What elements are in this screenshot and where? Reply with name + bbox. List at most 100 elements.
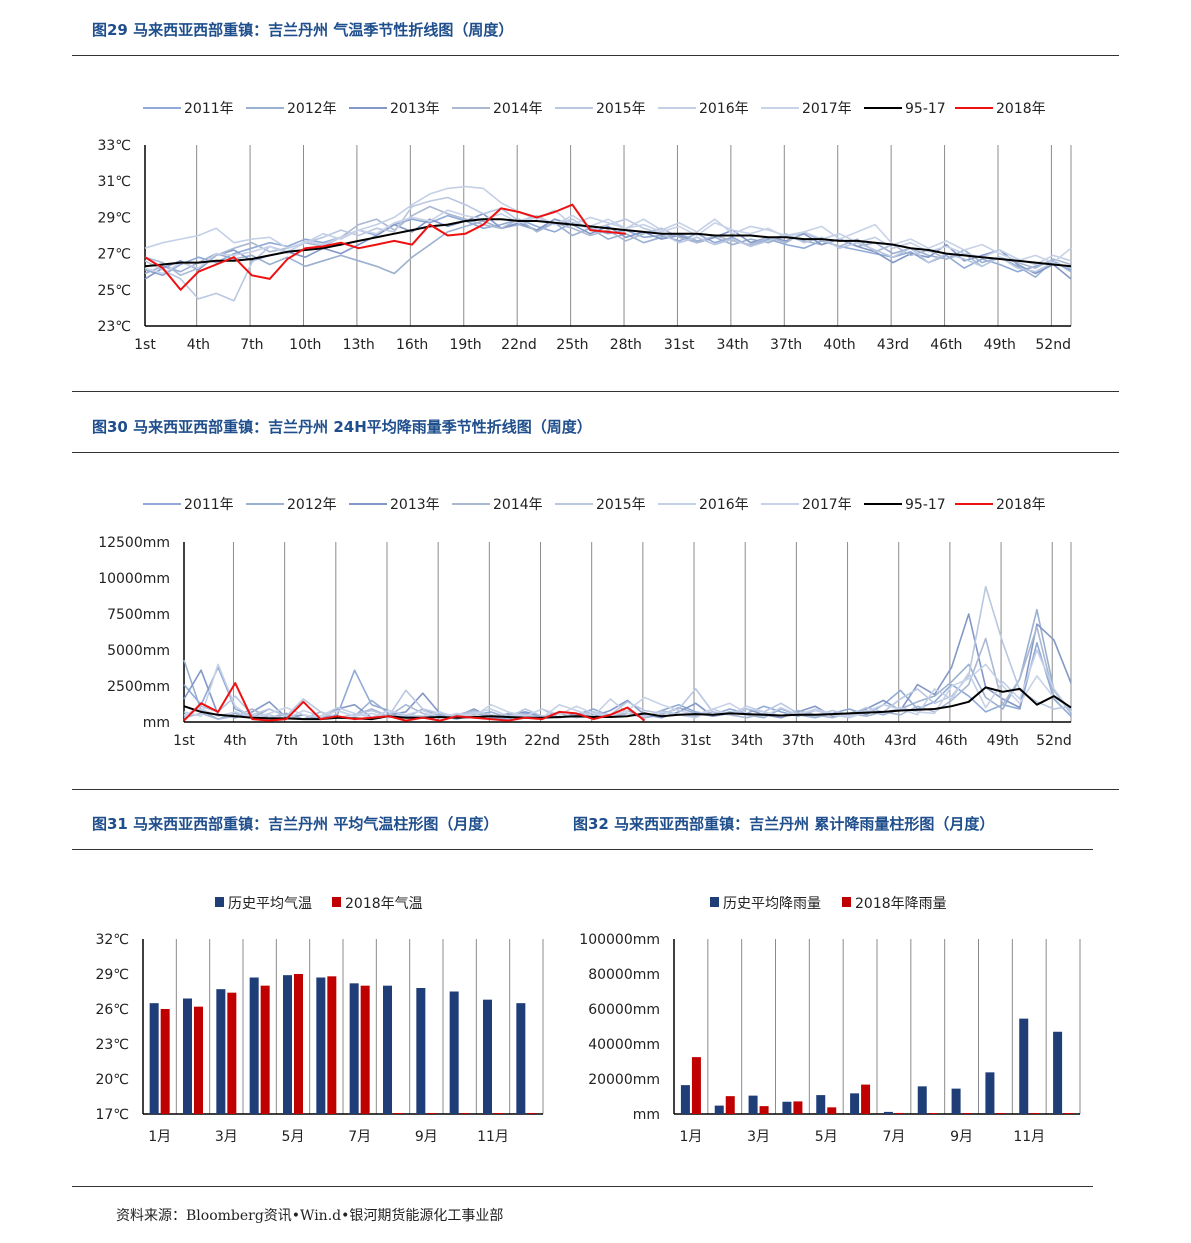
fig30-x-tick-label: 25th: [577, 733, 609, 749]
fig29-x-tick-label: 49th: [984, 337, 1016, 353]
fig29-x-tick-label: 16th: [396, 337, 428, 353]
fig30-x-tick-label: 40th: [833, 733, 865, 749]
fig29-legend-label: 2014年: [493, 101, 543, 117]
fig29-series-line: [144, 205, 1072, 277]
fig30-y-tick-label: mm: [143, 715, 170, 731]
fig31-legend-swatch: [332, 897, 341, 907]
fig30-x-tick-label: 37th: [782, 733, 814, 749]
fig29-y-tick-label: 29℃: [97, 210, 131, 226]
fig29-y-tick-label: 33℃: [97, 138, 131, 154]
fig32-bar: [861, 1084, 871, 1114]
fig31-bar: [216, 989, 226, 1114]
fig32-y-tick-label: 60000mm: [588, 1002, 660, 1018]
fig30-x-tick-label: 28th: [628, 733, 660, 749]
fig32-y-tick-label: 20000mm: [588, 1072, 660, 1088]
figure-31-title: 图31 马来西亚西部重镇：吉兰丹州 平均气温柱形图（月度）: [92, 815, 499, 833]
fig31-bar: [227, 992, 237, 1114]
fig30-y-tick-label: 5000mm: [107, 643, 170, 659]
fig30-x-tick-label: 13th: [373, 733, 405, 749]
fig32-bar: [816, 1095, 826, 1114]
fig30-series-line: [183, 682, 646, 722]
fig29-x-tick-label: 7th: [240, 337, 263, 353]
fig30-legend-label: 2012年: [287, 497, 337, 513]
fig32-x-tick-label: 5月: [815, 1129, 838, 1145]
fig30-x-tick-label: 10th: [321, 733, 353, 749]
fig29-x-tick-label: 43rd: [877, 337, 909, 353]
rule-29-bottom: [72, 391, 1119, 392]
fig32-bar: [917, 1086, 927, 1114]
fig32-legend-swatch: [710, 897, 719, 907]
fig32-bar: [714, 1105, 724, 1114]
fig31-bar: [449, 991, 459, 1114]
fig31-bar: [427, 1113, 437, 1114]
fig29-x-tick-label: 31st: [664, 337, 695, 353]
rule-30-top: [72, 452, 1119, 453]
fig29-x-tick-label: 34th: [717, 337, 749, 353]
fig32-bar: [725, 1096, 735, 1114]
figure-29-title: 图29 马来西亚西部重镇：吉兰丹州 气温季节性折线图（周度）: [92, 21, 514, 39]
fig29-legend-label: 2011年: [184, 101, 234, 117]
fig31-x-tick-label: 5月: [282, 1129, 305, 1145]
rule-29-top: [72, 55, 1119, 56]
fig31-bar: [527, 1113, 537, 1114]
fig31-chart: 17℃ 20℃ 23℃ 26℃ 29℃ 32℃ 1月 3月 5月 7月 9月 11月 历史平均气温 201…: [95, 896, 544, 1145]
fig31-bar: [294, 974, 303, 1114]
fig31-bar: [183, 998, 192, 1114]
fig29-y-tick-label: 31℃: [97, 174, 131, 190]
fig30-x-tick-label: 49th: [987, 733, 1019, 749]
fig32-bar: [985, 1072, 995, 1114]
fig32-legend-label: 2018年降雨量: [855, 896, 947, 912]
fig29-legend-label: 2012年: [287, 101, 337, 117]
fig29-x-tick-label: 13th: [343, 337, 375, 353]
fig29-legend-label: 2016年: [699, 101, 749, 117]
fig30-x-tick-label: 22nd: [524, 733, 560, 749]
fig29-y-tick-label: 27℃: [97, 247, 131, 263]
fig32-bar: [962, 1113, 972, 1114]
fig32-y-tick-label: 100000mm: [579, 932, 660, 948]
fig29-x-tick-label: 22nd: [501, 337, 537, 353]
fig29-x-tick-label: 10th: [289, 337, 321, 353]
fig31-bar: [349, 983, 359, 1114]
fig29-series-line: [144, 213, 1072, 280]
fig30-x-tick-label: 16th: [424, 733, 456, 749]
figure-32-title: 图32 马来西亚西部重镇：吉兰丹州 累计降雨量柱形图（月度）: [573, 815, 995, 833]
fig29-legend-label: 2015年: [596, 101, 646, 117]
fig32-x-tick-label: 11月: [1013, 1129, 1045, 1145]
fig30-series-line: [183, 663, 1072, 719]
fig31-bar: [383, 985, 392, 1114]
fig32-x-tick-label: 3月: [747, 1129, 770, 1145]
fig29-y-tick-label: 25℃: [97, 283, 131, 299]
fig31-bar: [416, 988, 426, 1114]
fig31-x-tick-label: 11月: [477, 1129, 509, 1145]
fig29-legend-label: 2017年: [802, 101, 852, 117]
fig30-legend-label: 2015年: [596, 497, 646, 513]
fig32-bar: [782, 1101, 792, 1114]
fig31-x-tick-label: 3月: [215, 1129, 238, 1145]
fig31-legend-label: 历史平均气温: [228, 896, 312, 912]
fig31-y-tick-label: 23℃: [95, 1037, 129, 1053]
fig30-series-line: [183, 613, 1072, 720]
fig30-x-tick-label: 34th: [731, 733, 763, 749]
fig30-legend-label: 2013年: [390, 497, 440, 513]
fig31-x-tick-label: 7月: [348, 1129, 371, 1145]
fig29-legend-label: 95-17: [905, 101, 946, 117]
fig31-bar: [249, 977, 259, 1114]
fig32-bar: [793, 1101, 803, 1114]
fig32-bar: [894, 1112, 904, 1114]
fig32-bar: [996, 1113, 1006, 1114]
fig30-series-line: [183, 649, 1072, 720]
fig31-bar: [316, 977, 326, 1114]
fig32-bar: [1064, 1113, 1074, 1114]
fig32-legend-label: 历史平均降雨量: [723, 896, 821, 912]
fig32-bar: [1019, 1018, 1029, 1114]
fig30-legend-label: 2018年: [996, 497, 1046, 513]
fig31-bar: [394, 1113, 403, 1114]
fig29-series-line: [144, 203, 626, 291]
fig31-y-tick-label: 20℃: [95, 1072, 129, 1088]
fig29-x-tick-label: 52nd: [1035, 337, 1071, 353]
fig32-bar: [951, 1088, 961, 1114]
fig30-x-tick-label: 31st: [680, 733, 711, 749]
fig29-x-tick-label: 37th: [770, 337, 802, 353]
fig32-chart: mm 20000mm 40000mm 60000mm 80000mm 100000mm 1月…: [579, 896, 1081, 1145]
